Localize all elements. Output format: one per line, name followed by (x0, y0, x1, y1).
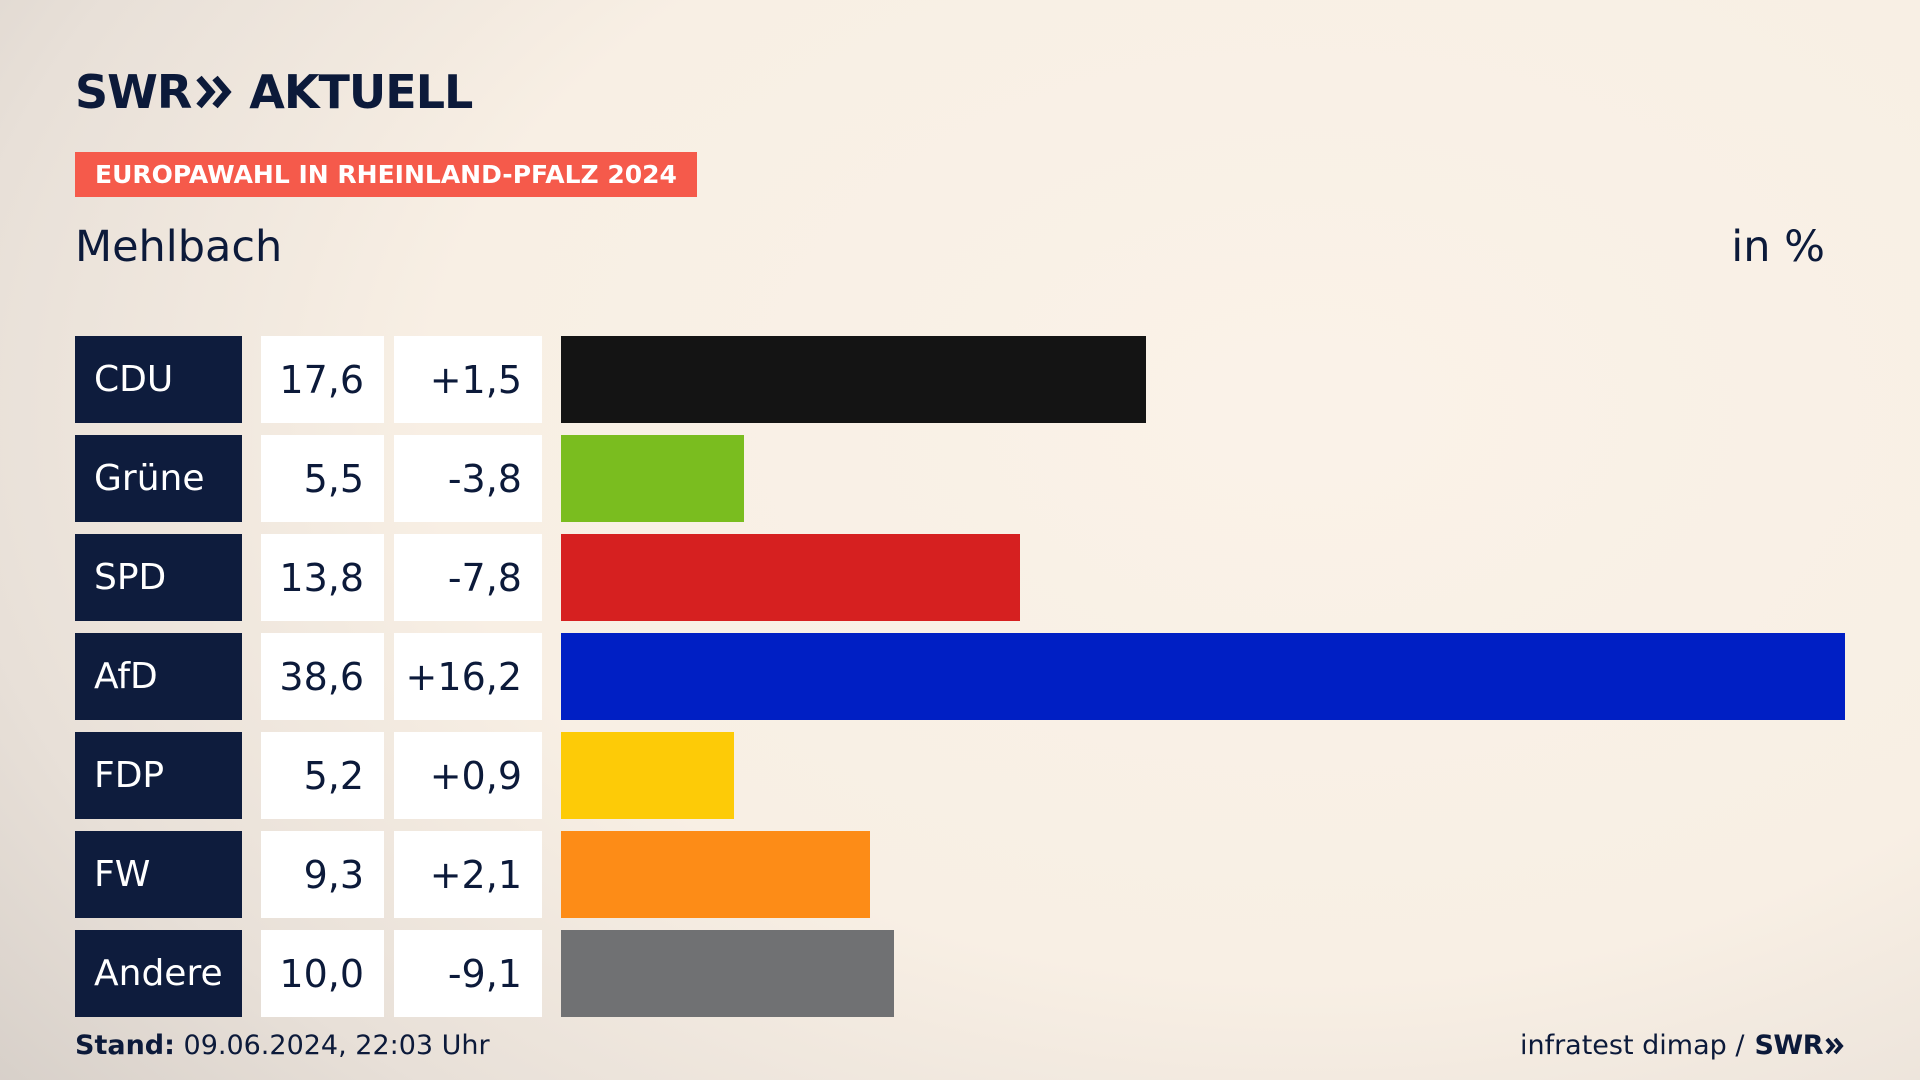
change-label: +0,9 (394, 732, 542, 819)
result-row: CDU 17,6 +1,5 (75, 336, 1845, 423)
double-chevron-small-icon (1825, 1037, 1844, 1054)
party-label: FW (75, 831, 242, 918)
party-label: AfD (75, 633, 242, 720)
double-chevron-icon (196, 75, 232, 109)
result-bar (561, 831, 870, 918)
change-label: +1,5 (394, 336, 542, 423)
change-label: -9,1 (394, 930, 542, 1017)
change-label: -7,8 (394, 534, 542, 621)
vote-share-label: 38,6 (261, 633, 384, 720)
swr-aktuell-logo: SWR AKTUELL (75, 65, 473, 119)
vote-share-label: 5,5 (261, 435, 384, 522)
stand-label: Stand: (75, 1030, 175, 1061)
vote-share-label: 9,3 (261, 831, 384, 918)
vote-share-label: 10,0 (261, 930, 384, 1017)
result-row: FDP 5,2 +0,9 (75, 732, 1845, 819)
vote-share-label: 17,6 (261, 336, 384, 423)
party-label: SPD (75, 534, 242, 621)
region-title: Mehlbach (75, 222, 283, 272)
election-badge: EUROPAWAHL IN RHEINLAND-PFALZ 2024 (75, 152, 697, 197)
result-row: SPD 13,8 -7,8 (75, 534, 1845, 621)
party-label: CDU (75, 336, 242, 423)
result-bar (561, 435, 744, 522)
result-bar (561, 732, 734, 819)
result-bar (561, 336, 1146, 423)
change-label: +16,2 (394, 633, 542, 720)
logo-section: AKTUELL (249, 65, 473, 119)
swr-small-logo: SWR (1754, 1030, 1823, 1061)
result-row: FW 9,3 +2,1 (75, 831, 1845, 918)
stand-value: 09.06.2024, 22:03 Uhr (183, 1030, 490, 1061)
result-row: Grüne 5,5 -3,8 (75, 435, 1845, 522)
party-label: Grüne (75, 435, 242, 522)
unit-label: in % (1731, 222, 1825, 272)
result-row: Andere 10,0 -9,1 (75, 930, 1845, 1017)
vote-share-label: 5,2 (261, 732, 384, 819)
vote-share-label: 13,8 (261, 534, 384, 621)
logo-brand: SWR (75, 65, 192, 119)
result-bar (561, 534, 1020, 621)
result-bar (561, 633, 1845, 720)
result-bar (561, 930, 894, 1017)
source-text: infratest dimap / (1519, 1030, 1745, 1061)
timestamp: Stand: 09.06.2024, 22:03 Uhr (75, 1030, 490, 1061)
party-label: FDP (75, 732, 242, 819)
party-label: Andere (75, 930, 242, 1017)
result-row: AfD 38,6 +16,2 (75, 633, 1845, 720)
change-label: -3,8 (394, 435, 542, 522)
source-credit: infratest dimap / SWR (1520, 1030, 1845, 1061)
change-label: +2,1 (394, 831, 542, 918)
